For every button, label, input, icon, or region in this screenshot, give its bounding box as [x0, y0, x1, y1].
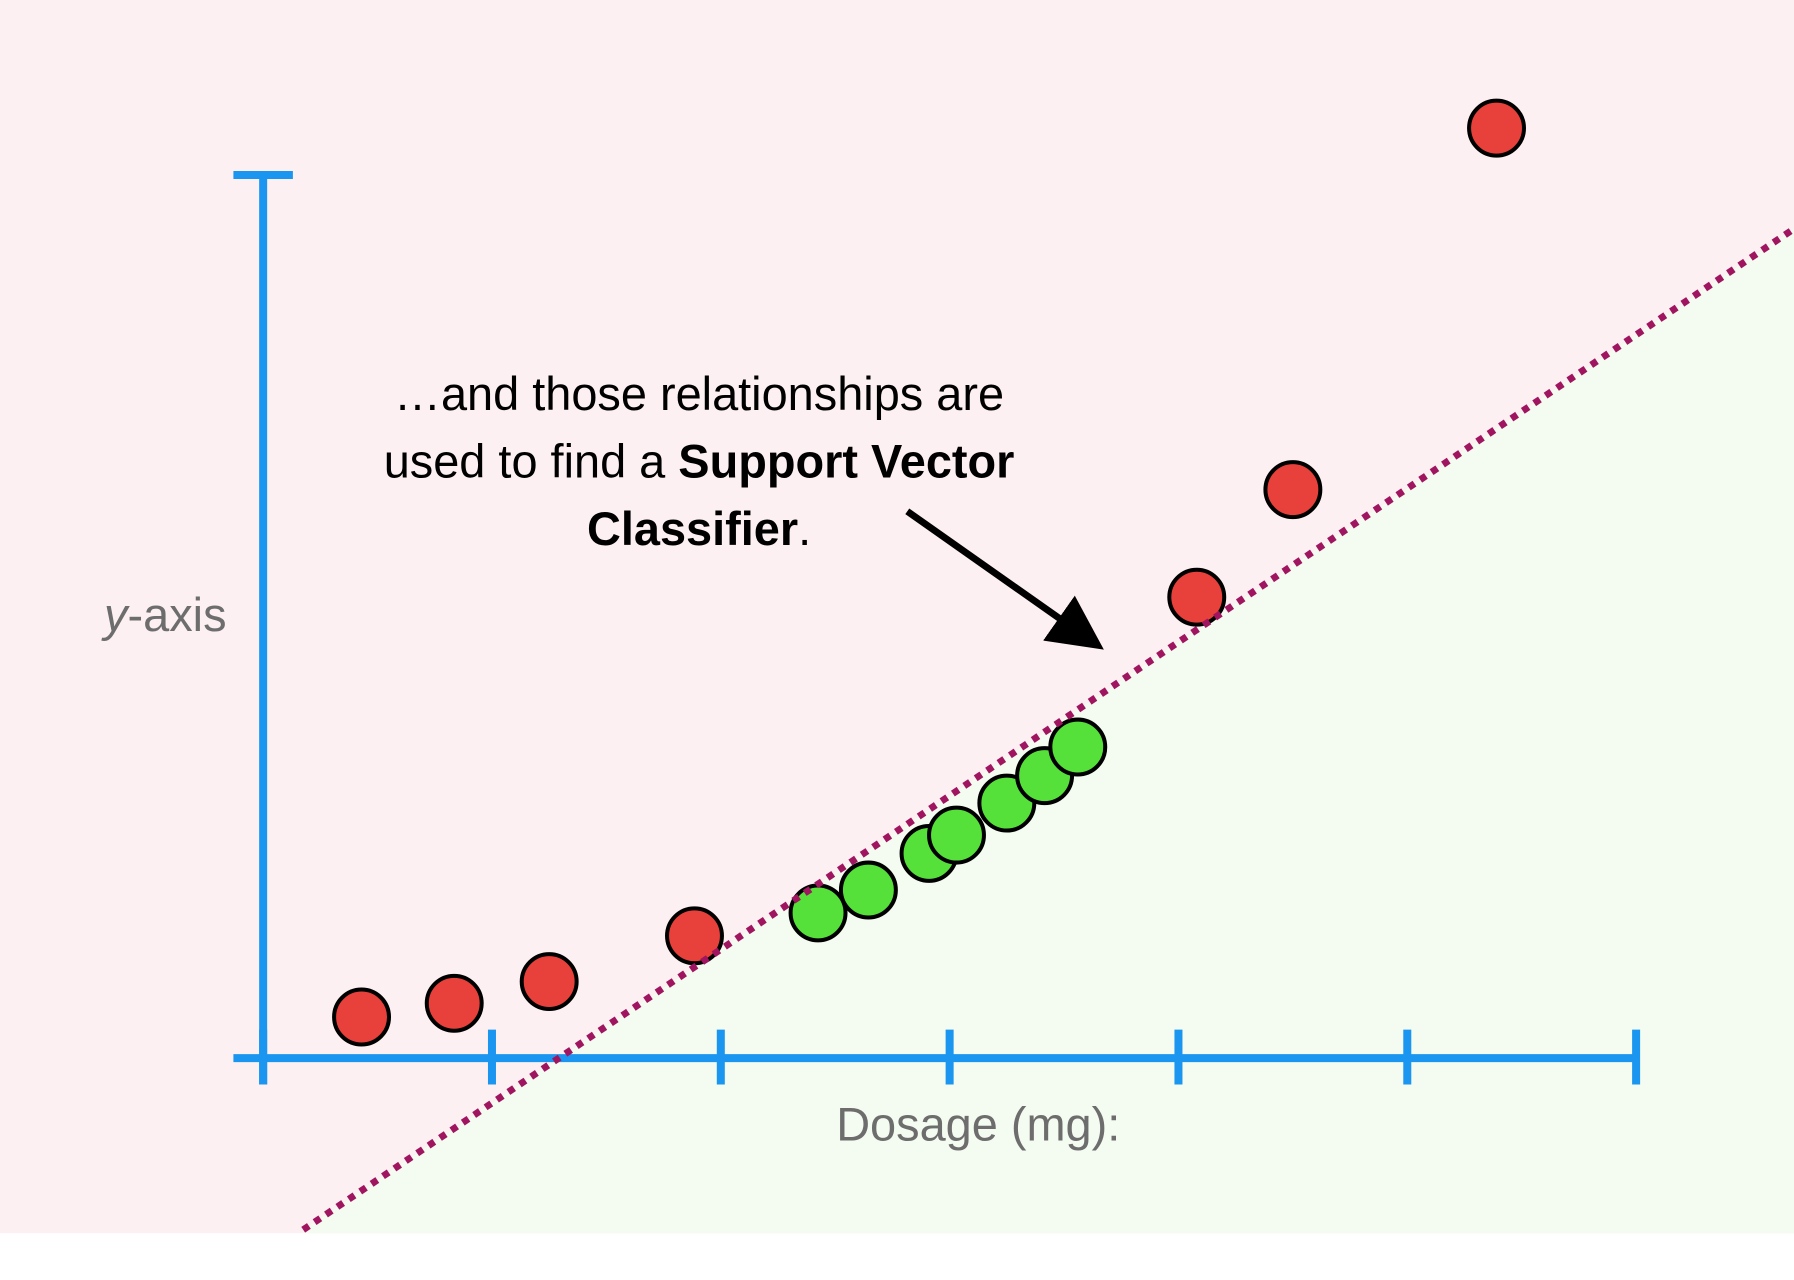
annotation-part: Support Vector [678, 436, 1014, 488]
point [1048, 717, 1108, 777]
annotation: Classifier. [587, 503, 811, 555]
x-axis-label: Dosage (mg): [836, 1098, 1120, 1150]
point [1167, 567, 1227, 627]
point [519, 952, 579, 1011]
annotation: used to find a Support Vector [384, 436, 1015, 488]
y-axis-label: y-axis [101, 589, 226, 641]
point [838, 860, 898, 920]
annotation-part: used to find a [384, 436, 679, 488]
y-axis-label-part: -axis [128, 589, 227, 641]
classifier-line [301, 225, 1794, 1233]
point [332, 987, 392, 1047]
point [1263, 460, 1323, 520]
annotation-part: Classifier [587, 503, 798, 555]
y-axis-label-part: y [101, 589, 130, 641]
annotation-part: …and those relationships are [394, 368, 1004, 420]
point [665, 906, 724, 966]
arrow [905, 508, 1104, 650]
point [424, 973, 484, 1033]
point [927, 805, 986, 865]
annotation-part: . [798, 503, 811, 555]
point [788, 883, 848, 943]
point [1467, 98, 1526, 158]
annotation: …and those relationships are [394, 368, 1004, 420]
